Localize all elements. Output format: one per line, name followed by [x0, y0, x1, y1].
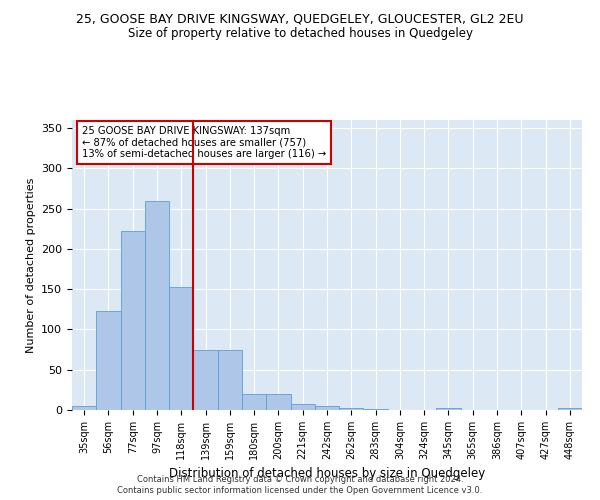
Bar	[169, 287, 193, 410]
Bar	[242, 394, 266, 410]
Bar	[315, 406, 339, 410]
Bar	[339, 408, 364, 410]
Y-axis label: Number of detached properties: Number of detached properties	[26, 178, 35, 352]
Bar	[121, 231, 145, 410]
Bar	[72, 406, 96, 410]
Bar	[290, 404, 315, 410]
Text: Size of property relative to detached houses in Quedgeley: Size of property relative to detached ho…	[128, 28, 473, 40]
Bar	[193, 350, 218, 410]
X-axis label: Distribution of detached houses by size in Quedgeley: Distribution of detached houses by size …	[169, 468, 485, 480]
Text: 25, GOOSE BAY DRIVE KINGSWAY, QUEDGELEY, GLOUCESTER, GL2 2EU: 25, GOOSE BAY DRIVE KINGSWAY, QUEDGELEY,…	[76, 12, 524, 26]
Text: Contains HM Land Registry data © Crown copyright and database right 2024.: Contains HM Land Registry data © Crown c…	[137, 475, 463, 484]
Text: Contains public sector information licensed under the Open Government Licence v3: Contains public sector information licen…	[118, 486, 482, 495]
Bar	[96, 311, 121, 410]
Bar	[364, 409, 388, 410]
Bar	[266, 394, 290, 410]
Bar	[145, 200, 169, 410]
Bar	[218, 350, 242, 410]
Bar	[558, 408, 582, 410]
Text: 25 GOOSE BAY DRIVE KINGSWAY: 137sqm
← 87% of detached houses are smaller (757)
1: 25 GOOSE BAY DRIVE KINGSWAY: 137sqm ← 87…	[82, 126, 326, 159]
Bar	[436, 408, 461, 410]
